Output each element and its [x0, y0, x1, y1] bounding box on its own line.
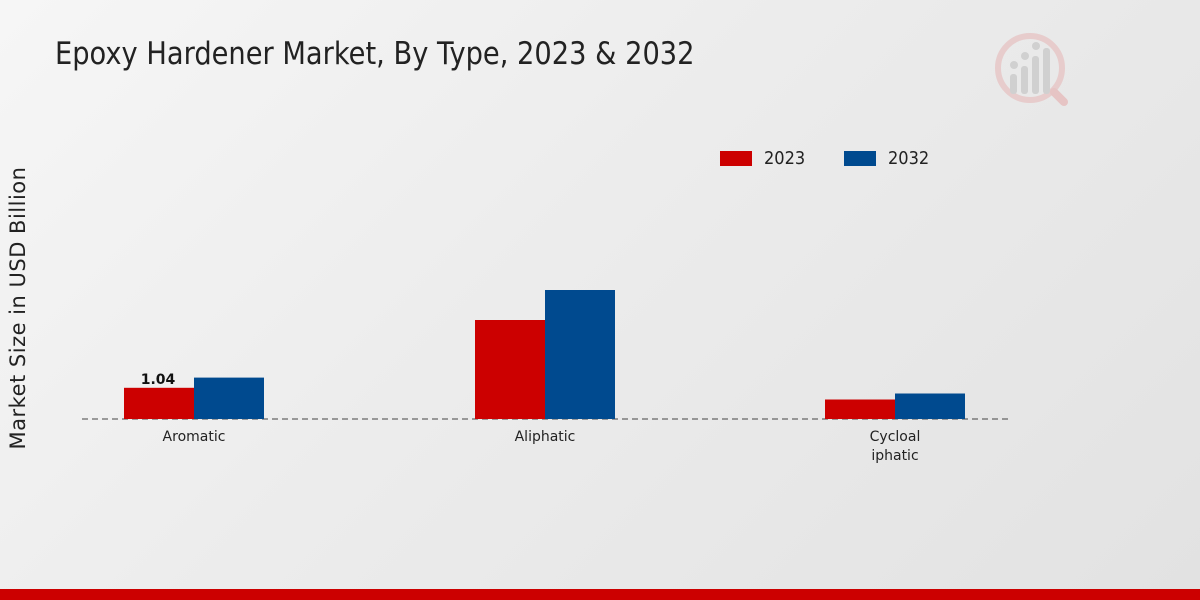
legend: 2023 2032	[720, 148, 968, 169]
legend-item-2023: 2023	[720, 148, 810, 169]
market-research-logo-icon	[995, 33, 1068, 106]
bar-2023-aliphatic	[475, 320, 545, 419]
legend-label-2023: 2023	[764, 148, 806, 169]
bar-2023-cycloaliphatic	[825, 399, 895, 419]
x-tick-label: Aliphatic	[515, 429, 576, 445]
legend-swatch-2032	[843, 151, 876, 166]
legend-label-2032: 2032	[887, 148, 930, 169]
legend-swatch-2023	[720, 151, 752, 166]
chart-title: Epoxy Hardener Market, By Type, 2023 & 2…	[55, 36, 695, 72]
accent-bar	[0, 589, 1200, 600]
bar-2032-aliphatic	[545, 290, 615, 419]
x-tick-label: Aromatic	[163, 429, 226, 445]
bar-2032-cycloaliphatic	[895, 393, 965, 419]
bar-2032-aromatic	[194, 377, 264, 419]
x-tick-label: Cycloal iphatic	[870, 429, 921, 464]
legend-item-2032: 2032	[843, 148, 934, 169]
data-label: 1.04	[141, 372, 176, 388]
bar-2023-aromatic	[124, 387, 194, 419]
